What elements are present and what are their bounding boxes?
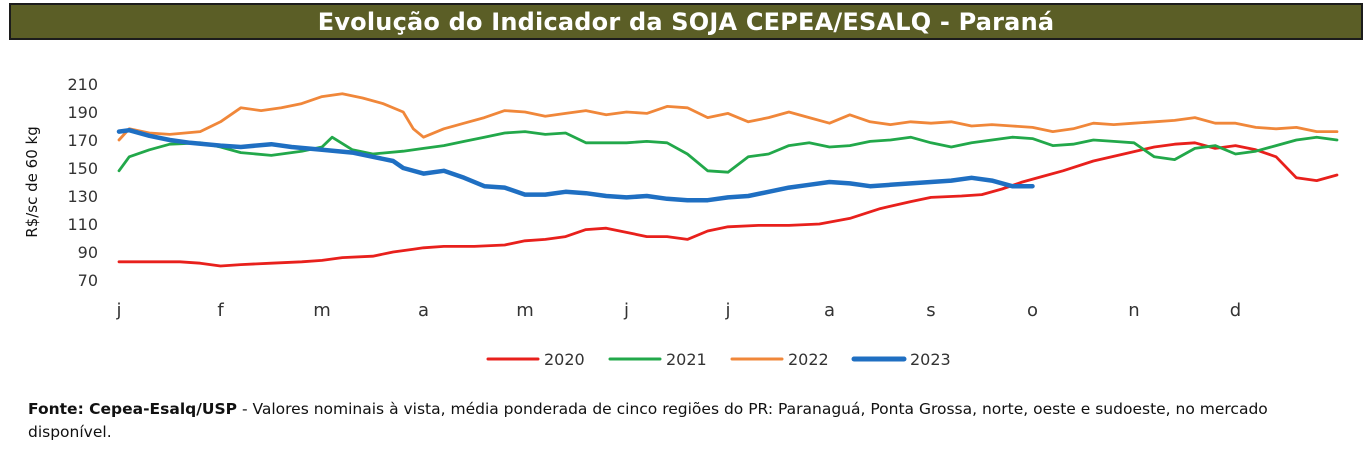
y-tick-label: 110 [67,215,98,234]
source-note: Fonte: Cepea-Esalq/USP - Valores nominai… [28,398,1348,444]
x-tick-label: o [1027,300,1038,321]
y-tick-label: 150 [67,159,98,178]
x-tick-label: j [115,300,121,321]
series-line-2022 [117,92,1339,142]
legend-label: 2021 [666,350,707,369]
y-tick-label: 90 [78,243,98,262]
legend-label: 2022 [788,350,829,369]
y-tick-label: 70 [78,271,98,290]
x-tick-label: s [926,300,935,321]
x-tick-label: j [724,300,730,321]
x-tick-label: f [217,300,224,321]
source-description: - Valores nominais à vista, média ponder… [28,400,1268,441]
y-axis-title: R$/sc de 60 kg [23,126,41,237]
chart-title-bar: Evolução do Indicador da SOJA CEPEA/ESAL… [9,3,1363,40]
series-line-2023 [116,127,1035,203]
y-tick-label: 130 [67,187,98,206]
legend-label: 2023 [910,350,951,369]
x-tick-label: a [824,300,835,321]
y-tick-label: 170 [67,131,98,150]
legend-label: 2020 [544,350,585,369]
x-tick-label: m [516,300,534,321]
source-label: Fonte: Cepea-Esalq/USP [28,400,238,418]
series-line-2021 [117,130,1339,174]
chart-title: Evolução do Indicador da SOJA CEPEA/ESAL… [317,7,1055,36]
y-tick-label: 210 [67,75,98,94]
x-tick-label: j [623,300,629,321]
x-tick-label: a [418,300,429,321]
x-tick-label: m [313,300,331,321]
x-tick-label: d [1230,300,1241,321]
series-line-2020 [117,141,1339,268]
x-tick-label: n [1128,300,1139,321]
y-tick-label: 190 [67,103,98,122]
